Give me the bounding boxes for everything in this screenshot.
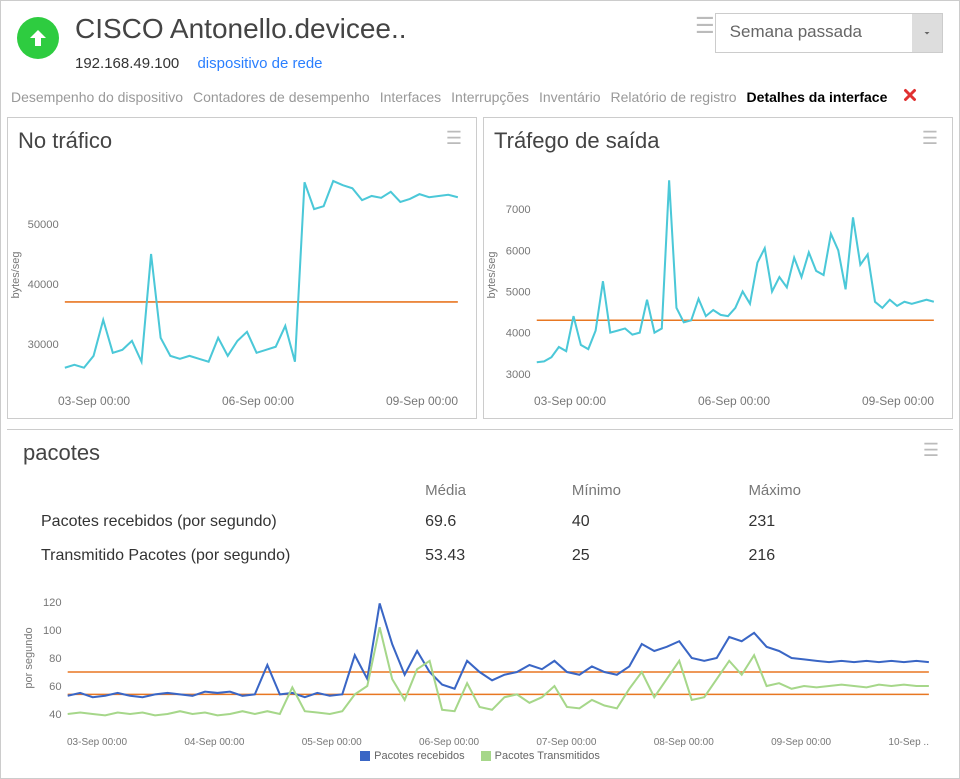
svg-text:6000: 6000 (506, 245, 531, 257)
svg-text:7000: 7000 (506, 204, 531, 216)
x-tick-label: 03-Sep 00:00 (67, 737, 127, 748)
cell-max: 231 (748, 505, 937, 539)
x-tick-label: 06-Sep 00:00 (419, 737, 479, 748)
svg-text:120: 120 (43, 597, 62, 609)
timerange-selector[interactable]: Semana passada (715, 13, 943, 53)
x-axis-labels-in: 03-Sep 00:00 06-Sep 00:00 09-Sep 00:00 (18, 390, 466, 408)
legend-item: Pacotes Transmitidos (481, 750, 600, 762)
panel-packets: pacotes ☰ MédiaMínimoMáximo Pacotes rece… (7, 429, 953, 772)
cell-mean: 69.6 (425, 505, 572, 539)
tab-item[interactable]: Contadores de desempenho (193, 89, 370, 105)
x-tick-label: 09-Sep 00:00 (771, 737, 831, 748)
panel-title-packets: pacotes (23, 440, 937, 466)
table-header: Mínimo (572, 476, 749, 505)
device-ip: 192.168.49.100 (75, 55, 179, 72)
panel-title-out: Tráfego de saída (494, 128, 942, 154)
x-tick-label: 06-Sep 00:00 (698, 394, 770, 408)
cell-min: 40 (572, 505, 749, 539)
table-row: Transmitido Pacotes (por segundo) 53.43 … (23, 539, 937, 573)
table-header (23, 476, 425, 505)
svg-text:5000: 5000 (506, 287, 531, 299)
svg-text:3000: 3000 (506, 369, 531, 381)
chart-out-traffic: 3000 4000 5000 6000 7000 (494, 160, 942, 390)
svg-text:50000: 50000 (28, 219, 59, 231)
device-type-link[interactable]: dispositivo de rede (197, 55, 322, 72)
y-axis-label-in: bytes/seg (10, 251, 22, 298)
y-axis-label-packets: por segundo (23, 627, 35, 688)
packets-stats-table: MédiaMínimoMáximo Pacotes recebidos (por… (23, 476, 937, 573)
table-row: Pacotes recebidos (por segundo) 69.6 40 … (23, 505, 937, 539)
timerange-label: Semana passada (716, 14, 912, 52)
svg-text:40: 40 (49, 709, 61, 721)
packets-legend: Pacotes recebidos Pacotes Transmitidos (23, 750, 937, 762)
y-axis-label-out: bytes/seg (486, 251, 498, 298)
x-tick-label: 07-Sep 00:00 (536, 737, 596, 748)
chevron-down-icon (912, 14, 942, 52)
row-label: Transmitido Pacotes (por segundo) (23, 539, 425, 573)
cell-max: 216 (748, 539, 937, 573)
panel-menu-icon[interactable]: ☰ (446, 128, 462, 149)
chart-packets: 40 60 80 100 120 (23, 583, 937, 733)
table-header: Máximo (748, 476, 937, 505)
svg-text:100: 100 (43, 625, 62, 637)
svg-text:60: 60 (49, 681, 61, 693)
close-icon[interactable] (901, 86, 919, 107)
svg-text:4000: 4000 (506, 328, 531, 340)
tab-item[interactable]: Interfaces (380, 89, 441, 105)
x-tick-label: 03-Sep 00:00 (534, 394, 606, 408)
device-title: CISCO Antonello.devicee.. (75, 13, 683, 45)
panel-title-in: No tráfico (18, 128, 466, 154)
panel-out-traffic: Tráfego de saída ☰ bytes/seg 3000 4000 500… (483, 117, 953, 419)
tab-bar: Desempenho do dispositivo Contadores de d… (1, 80, 959, 113)
table-header: Média (425, 476, 572, 505)
x-tick-label: 09-Sep 00:00 (386, 394, 458, 408)
panel-menu-icon[interactable]: ☰ (923, 440, 939, 461)
svg-text:40000: 40000 (28, 279, 59, 291)
x-tick-label: 03-Sep 00:00 (58, 394, 130, 408)
tab-item[interactable]: Inventário (539, 89, 600, 105)
header-menu-icon[interactable]: ☰ (695, 13, 715, 39)
panel-menu-icon[interactable]: ☰ (922, 128, 938, 149)
cell-min: 25 (572, 539, 749, 573)
x-tick-label: 06-Sep 00:00 (222, 394, 294, 408)
x-tick-label: 05-Sep 00:00 (302, 737, 362, 748)
cell-mean: 53.43 (425, 539, 572, 573)
x-tick-label: 09-Sep 00:00 (862, 394, 934, 408)
x-tick-label: 10-Sep .. (888, 737, 929, 748)
x-tick-label: 08-Sep 00:00 (654, 737, 714, 748)
row-label: Pacotes recebidos (por segundo) (23, 505, 425, 539)
panel-in-traffic: No tráfico ☰ bytes/seg 30000 40000 50000 0… (7, 117, 477, 419)
status-up-icon (17, 17, 59, 59)
tab-item[interactable]: Interrupções (451, 89, 529, 105)
svg-text:80: 80 (49, 653, 61, 665)
tab-item[interactable]: Relatório de registro (610, 89, 736, 105)
x-tick-label: 04-Sep 00:00 (184, 737, 244, 748)
x-axis-labels-packets: 03-Sep 00:00 04-Sep 00:00 05-Sep 00:00 06-S… (23, 733, 937, 748)
x-axis-labels-out: 03-Sep 00:00 06-Sep 00:00 09-Sep 00:00 (494, 390, 942, 408)
tab-item[interactable]: Detalhes da interface (747, 89, 888, 105)
svg-text:30000: 30000 (28, 339, 59, 351)
tab-item[interactable]: Desempenho do dispositivo (11, 89, 183, 105)
chart-in-traffic: 30000 40000 50000 (18, 160, 466, 390)
legend-item: Pacotes recebidos (360, 750, 465, 762)
